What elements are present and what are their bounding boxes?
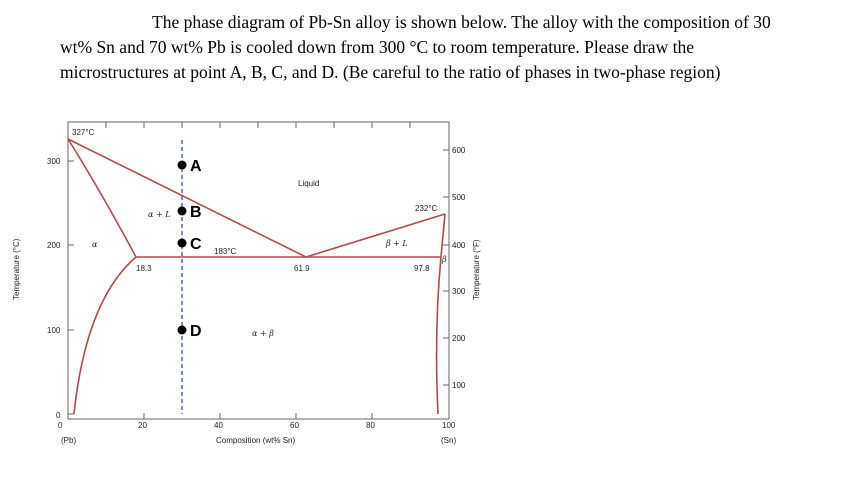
alpha-plus-liquid-label: α + L <box>148 210 171 219</box>
bottom-tick-60: 60 <box>290 421 299 430</box>
bottom-tick-80: 80 <box>366 421 375 430</box>
beta-plus-liquid-label: β + L <box>385 239 408 248</box>
alpha-plus-beta-label: α + β <box>252 329 274 338</box>
phase-boundaries <box>67 138 446 415</box>
liquid-region-label: Liquid <box>298 179 319 188</box>
right-tick-100: 100 <box>452 381 466 390</box>
x-axis-left-end: (Pb) <box>61 436 76 445</box>
bottom-tick-100: 100 <box>442 421 456 430</box>
point-c-label: C <box>190 236 202 253</box>
left-axis-ticks <box>68 160 74 415</box>
point-d-label: D <box>190 323 202 340</box>
bottom-tick-40: 40 <box>214 421 223 430</box>
point-c-marker <box>177 238 187 248</box>
point-b-marker <box>177 206 187 216</box>
right-tick-500: 500 <box>452 193 466 202</box>
left-tick-0: 0 <box>56 411 61 420</box>
point-a-marker <box>177 160 187 170</box>
right-tick-400: 400 <box>452 241 466 250</box>
sn-melting-label: 232°C <box>415 204 438 213</box>
x-axis-right-end: (Sn) <box>441 436 456 445</box>
question-line-1: The phase diagram of Pb-Sn alloy is show… <box>152 12 771 32</box>
bottom-tick-20: 20 <box>138 421 147 430</box>
right-tick-600: 600 <box>452 146 466 155</box>
point-d-marker <box>177 325 187 335</box>
question-line-2: wt% Sn and 70 wt% Pb is cooled down from… <box>60 37 694 57</box>
beta-region-label: β <box>441 255 447 264</box>
alpha-limit-label: 18.3 <box>136 264 152 273</box>
left-tick-300: 300 <box>47 157 61 166</box>
left-tick-200: 200 <box>47 241 61 250</box>
right-tick-300: 300 <box>452 287 466 296</box>
left-tick-100: 100 <box>47 326 61 335</box>
x-axis-title: Composition (wt% Sn) <box>216 436 295 445</box>
alpha-region-label: α <box>92 240 98 249</box>
solidus-right <box>440 213 446 258</box>
bottom-tick-0: 0 <box>58 421 63 430</box>
question-line-3: microstructures at point A, B, C, and D.… <box>60 62 721 82</box>
solvus-left <box>73 256 137 415</box>
right-tick-200: 200 <box>452 334 466 343</box>
beta-limit-label: 97.8 <box>414 264 430 273</box>
eutectic-comp-label: 61.9 <box>294 264 310 273</box>
bottom-axis-ticks <box>67 413 450 419</box>
right-axis-title: Temperature (°F) <box>472 239 481 300</box>
left-axis-title: Temperature (°C) <box>12 238 21 300</box>
question-text: The phase diagram of Pb-Sn alloy is show… <box>60 10 820 85</box>
solvus-right <box>435 256 442 415</box>
point-a-label: A <box>190 158 202 175</box>
top-frame-ticks <box>105 122 411 128</box>
point-b-label: B <box>190 204 202 221</box>
right-axis-ticks <box>443 149 449 386</box>
liquidus-right <box>305 213 446 258</box>
phase-diagram: 300 200 100 0 Temperature (°C) 600 500 4… <box>12 121 481 445</box>
liquidus-left <box>67 138 307 258</box>
pb-melting-label: 327°C <box>72 128 95 137</box>
eutectic-temp-label: 183°C <box>214 247 237 256</box>
solidus-left <box>67 138 137 258</box>
